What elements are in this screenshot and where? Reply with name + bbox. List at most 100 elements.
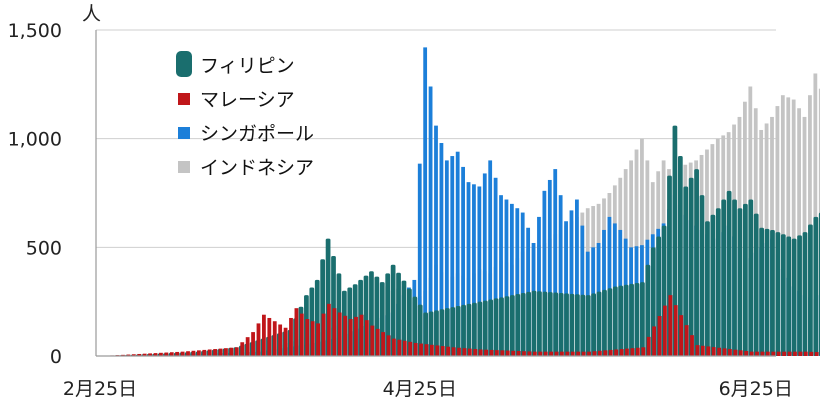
- bar: [603, 350, 607, 356]
- bar: [743, 204, 748, 356]
- bar: [240, 342, 244, 356]
- bar: [728, 349, 732, 356]
- bar: [744, 351, 748, 356]
- bar: [511, 351, 515, 356]
- bar: [365, 320, 369, 356]
- bar: [533, 352, 537, 356]
- bar: [587, 352, 591, 356]
- legend-label: インドネシア: [200, 157, 314, 179]
- bar: [797, 235, 802, 356]
- legend-label: シンガポール: [200, 123, 314, 145]
- bar: [224, 348, 228, 356]
- bar: [613, 286, 618, 356]
- bar: [542, 292, 547, 356]
- bar: [602, 290, 607, 356]
- bar: [777, 352, 781, 356]
- bar: [733, 350, 737, 356]
- bar: [750, 352, 754, 356]
- bar: [759, 228, 764, 356]
- bar: [803, 232, 808, 356]
- bar: [505, 296, 510, 356]
- bar: [403, 341, 407, 356]
- bar: [618, 286, 623, 356]
- bar: [257, 323, 261, 356]
- bar: [392, 339, 396, 356]
- bar: [538, 352, 542, 356]
- bar: [490, 350, 494, 356]
- bar: [624, 285, 629, 356]
- bar: [528, 351, 532, 356]
- bar: [419, 344, 423, 356]
- bar: [571, 352, 575, 356]
- bar: [532, 291, 537, 356]
- bar: [267, 318, 271, 356]
- bar: [175, 352, 179, 356]
- bar: [712, 347, 716, 356]
- bar: [570, 294, 575, 356]
- legend-swatch: [178, 127, 190, 139]
- bar: [641, 347, 645, 356]
- bar: [289, 318, 293, 356]
- bar: [488, 299, 493, 356]
- x-tick-label: 2月25日: [63, 378, 137, 400]
- bar: [754, 214, 759, 356]
- bar: [771, 352, 775, 356]
- bar: [338, 313, 342, 356]
- bar: [674, 305, 678, 356]
- y-tick-label: 0: [50, 346, 62, 368]
- bar: [706, 346, 710, 356]
- bar: [620, 349, 624, 356]
- bar: [495, 350, 499, 356]
- bar: [473, 349, 477, 356]
- bar: [668, 295, 672, 356]
- bar: [700, 195, 705, 356]
- bar: [479, 349, 483, 356]
- bar: [262, 315, 266, 356]
- bar: [510, 295, 515, 356]
- legend-swatch: [176, 51, 192, 77]
- legend-label: フィリピン: [200, 55, 295, 77]
- bar: [477, 302, 482, 356]
- bar: [629, 284, 634, 356]
- bar: [273, 321, 277, 356]
- bar: [483, 301, 488, 356]
- bar: [414, 343, 418, 356]
- bar: [441, 346, 445, 356]
- bar: [721, 200, 726, 356]
- bar: [555, 352, 559, 356]
- bar: [786, 236, 791, 356]
- bar: [499, 297, 504, 356]
- bar: [181, 352, 185, 356]
- y-tick-label: 1,500: [8, 20, 62, 42]
- bar: [614, 349, 618, 356]
- bar: [782, 352, 786, 356]
- bar: [793, 352, 797, 356]
- bar: [549, 352, 553, 356]
- bar: [430, 345, 434, 356]
- bar: [663, 306, 667, 356]
- bar: [804, 352, 808, 356]
- bar: [322, 314, 326, 356]
- bar: [739, 350, 743, 356]
- bar: [761, 352, 765, 356]
- legend-swatch: [178, 161, 190, 173]
- bar: [717, 348, 721, 356]
- bar: [575, 294, 580, 356]
- bar: [636, 348, 640, 356]
- bar: [435, 345, 439, 356]
- bar: [425, 344, 429, 356]
- bar: [305, 319, 309, 356]
- bar: [517, 351, 521, 356]
- bar: [457, 348, 461, 356]
- bar: [192, 351, 196, 356]
- bar: [598, 351, 602, 356]
- bar: [564, 293, 569, 356]
- bar: [544, 352, 548, 356]
- bar: [463, 348, 467, 356]
- bar: [593, 351, 597, 356]
- bar: [710, 215, 715, 356]
- bar: [748, 200, 753, 356]
- bar: [186, 351, 190, 356]
